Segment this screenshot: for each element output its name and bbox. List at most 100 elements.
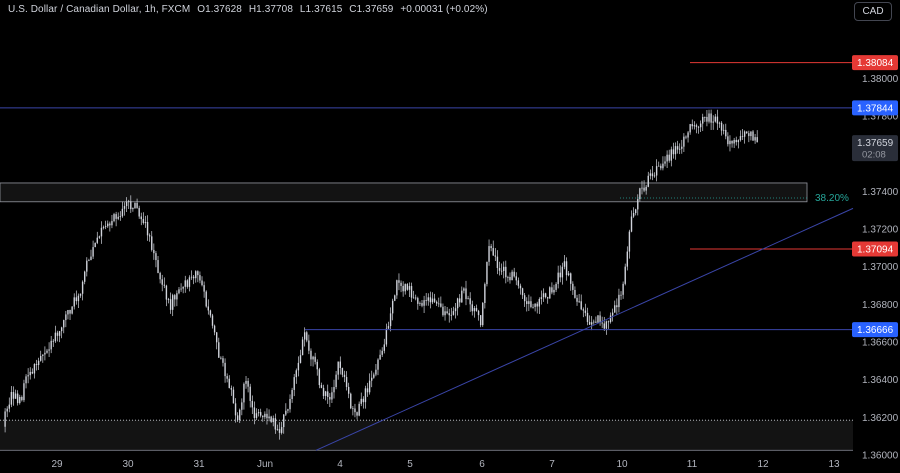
candle-body — [119, 216, 122, 218]
candle-body — [96, 237, 98, 243]
candle-body — [331, 392, 333, 400]
candle-body — [492, 248, 494, 256]
candle-body — [262, 415, 264, 418]
candle-body — [710, 113, 712, 123]
candle-body — [249, 386, 251, 401]
candle-body — [184, 280, 186, 287]
candle-body — [295, 370, 297, 378]
candle-body — [27, 375, 29, 377]
candle-body — [190, 276, 193, 278]
x-tick-label: 10 — [616, 459, 628, 470]
candle-body — [685, 136, 687, 138]
candle-body — [385, 328, 388, 345]
candle-body — [702, 116, 704, 124]
candle-body — [580, 301, 582, 310]
candle-body — [209, 310, 212, 316]
candle-body — [733, 139, 735, 144]
candle-body — [672, 149, 675, 155]
candle-body — [14, 393, 17, 399]
candle-body — [651, 173, 654, 177]
candle-body — [136, 202, 138, 208]
candle-body — [632, 213, 635, 217]
candle-body — [547, 297, 549, 299]
candle-body — [467, 298, 469, 300]
candle-body — [339, 361, 341, 368]
x-tick-label: 6 — [479, 459, 485, 470]
price-label-bg — [852, 322, 898, 338]
candle-body — [350, 393, 352, 409]
candle-body — [697, 126, 700, 128]
x-tick-label: 31 — [193, 459, 205, 470]
candle-body — [565, 261, 568, 276]
candle-body — [60, 327, 63, 332]
candle-body — [482, 302, 484, 326]
candle-body — [643, 187, 645, 191]
candle-body — [306, 332, 308, 341]
candle-body — [377, 359, 379, 370]
candle-body — [500, 270, 503, 272]
symbol-title[interactable]: U.S. Dollar / Canadian Dollar, 1h, FXCM — [8, 4, 191, 15]
currency-button[interactable]: CAD — [854, 2, 892, 21]
candle-body — [109, 223, 111, 226]
y-tick-label: 1.37800 — [862, 112, 899, 123]
price-label: 1.37844 — [857, 103, 894, 114]
x-tick-label: 7 — [549, 459, 555, 470]
candle-body — [360, 398, 362, 404]
candle-body — [488, 246, 490, 262]
resistance-zone — [0, 182, 808, 203]
candle-body — [624, 266, 626, 284]
candle-body — [333, 387, 335, 393]
candle-body — [102, 227, 105, 228]
candle-body — [626, 251, 629, 267]
candle-body — [98, 236, 101, 238]
candle-body — [536, 303, 538, 307]
candle-body — [218, 342, 220, 358]
candle-body — [479, 315, 482, 326]
candle-body — [335, 374, 337, 388]
candle-body — [507, 276, 509, 278]
candle-body — [408, 286, 411, 290]
candle-body — [544, 293, 547, 298]
candle-body — [494, 255, 497, 257]
candle-body — [699, 123, 702, 128]
candle-body — [645, 186, 647, 191]
candle-body — [140, 216, 142, 220]
candle-body — [394, 295, 396, 301]
candle-body — [469, 298, 471, 305]
candle-body — [431, 298, 434, 303]
candle-body — [180, 288, 182, 290]
candle-body — [366, 388, 369, 393]
candle-body — [125, 201, 128, 207]
candle-body — [712, 121, 714, 123]
candle-body — [410, 286, 413, 298]
candle-body — [155, 253, 157, 261]
candle-body — [144, 222, 147, 223]
candle-body — [381, 350, 383, 355]
candle-body — [297, 362, 300, 371]
candle-body — [255, 413, 258, 418]
candle-body — [415, 297, 417, 299]
candle-body — [398, 280, 400, 283]
candle-body — [503, 266, 505, 271]
ohlc-close: C1.37659 — [349, 4, 394, 15]
candle-body — [138, 207, 140, 217]
candle-body — [534, 303, 536, 307]
candle-body — [737, 140, 740, 143]
candle-body — [159, 272, 161, 280]
candle-body — [375, 369, 377, 375]
candle-body — [714, 116, 716, 122]
candle-body — [84, 271, 86, 282]
candle-body — [748, 133, 750, 137]
candle-body — [327, 391, 329, 397]
candle-body — [542, 293, 545, 298]
candle-body — [435, 301, 438, 304]
candle-body — [563, 261, 566, 267]
candle-body — [63, 320, 65, 328]
x-tick-label: 12 — [757, 459, 769, 470]
candle-body — [142, 219, 145, 223]
candle-body — [412, 297, 415, 299]
candle-body — [199, 275, 201, 281]
price-label: 1.37094 — [857, 245, 894, 256]
